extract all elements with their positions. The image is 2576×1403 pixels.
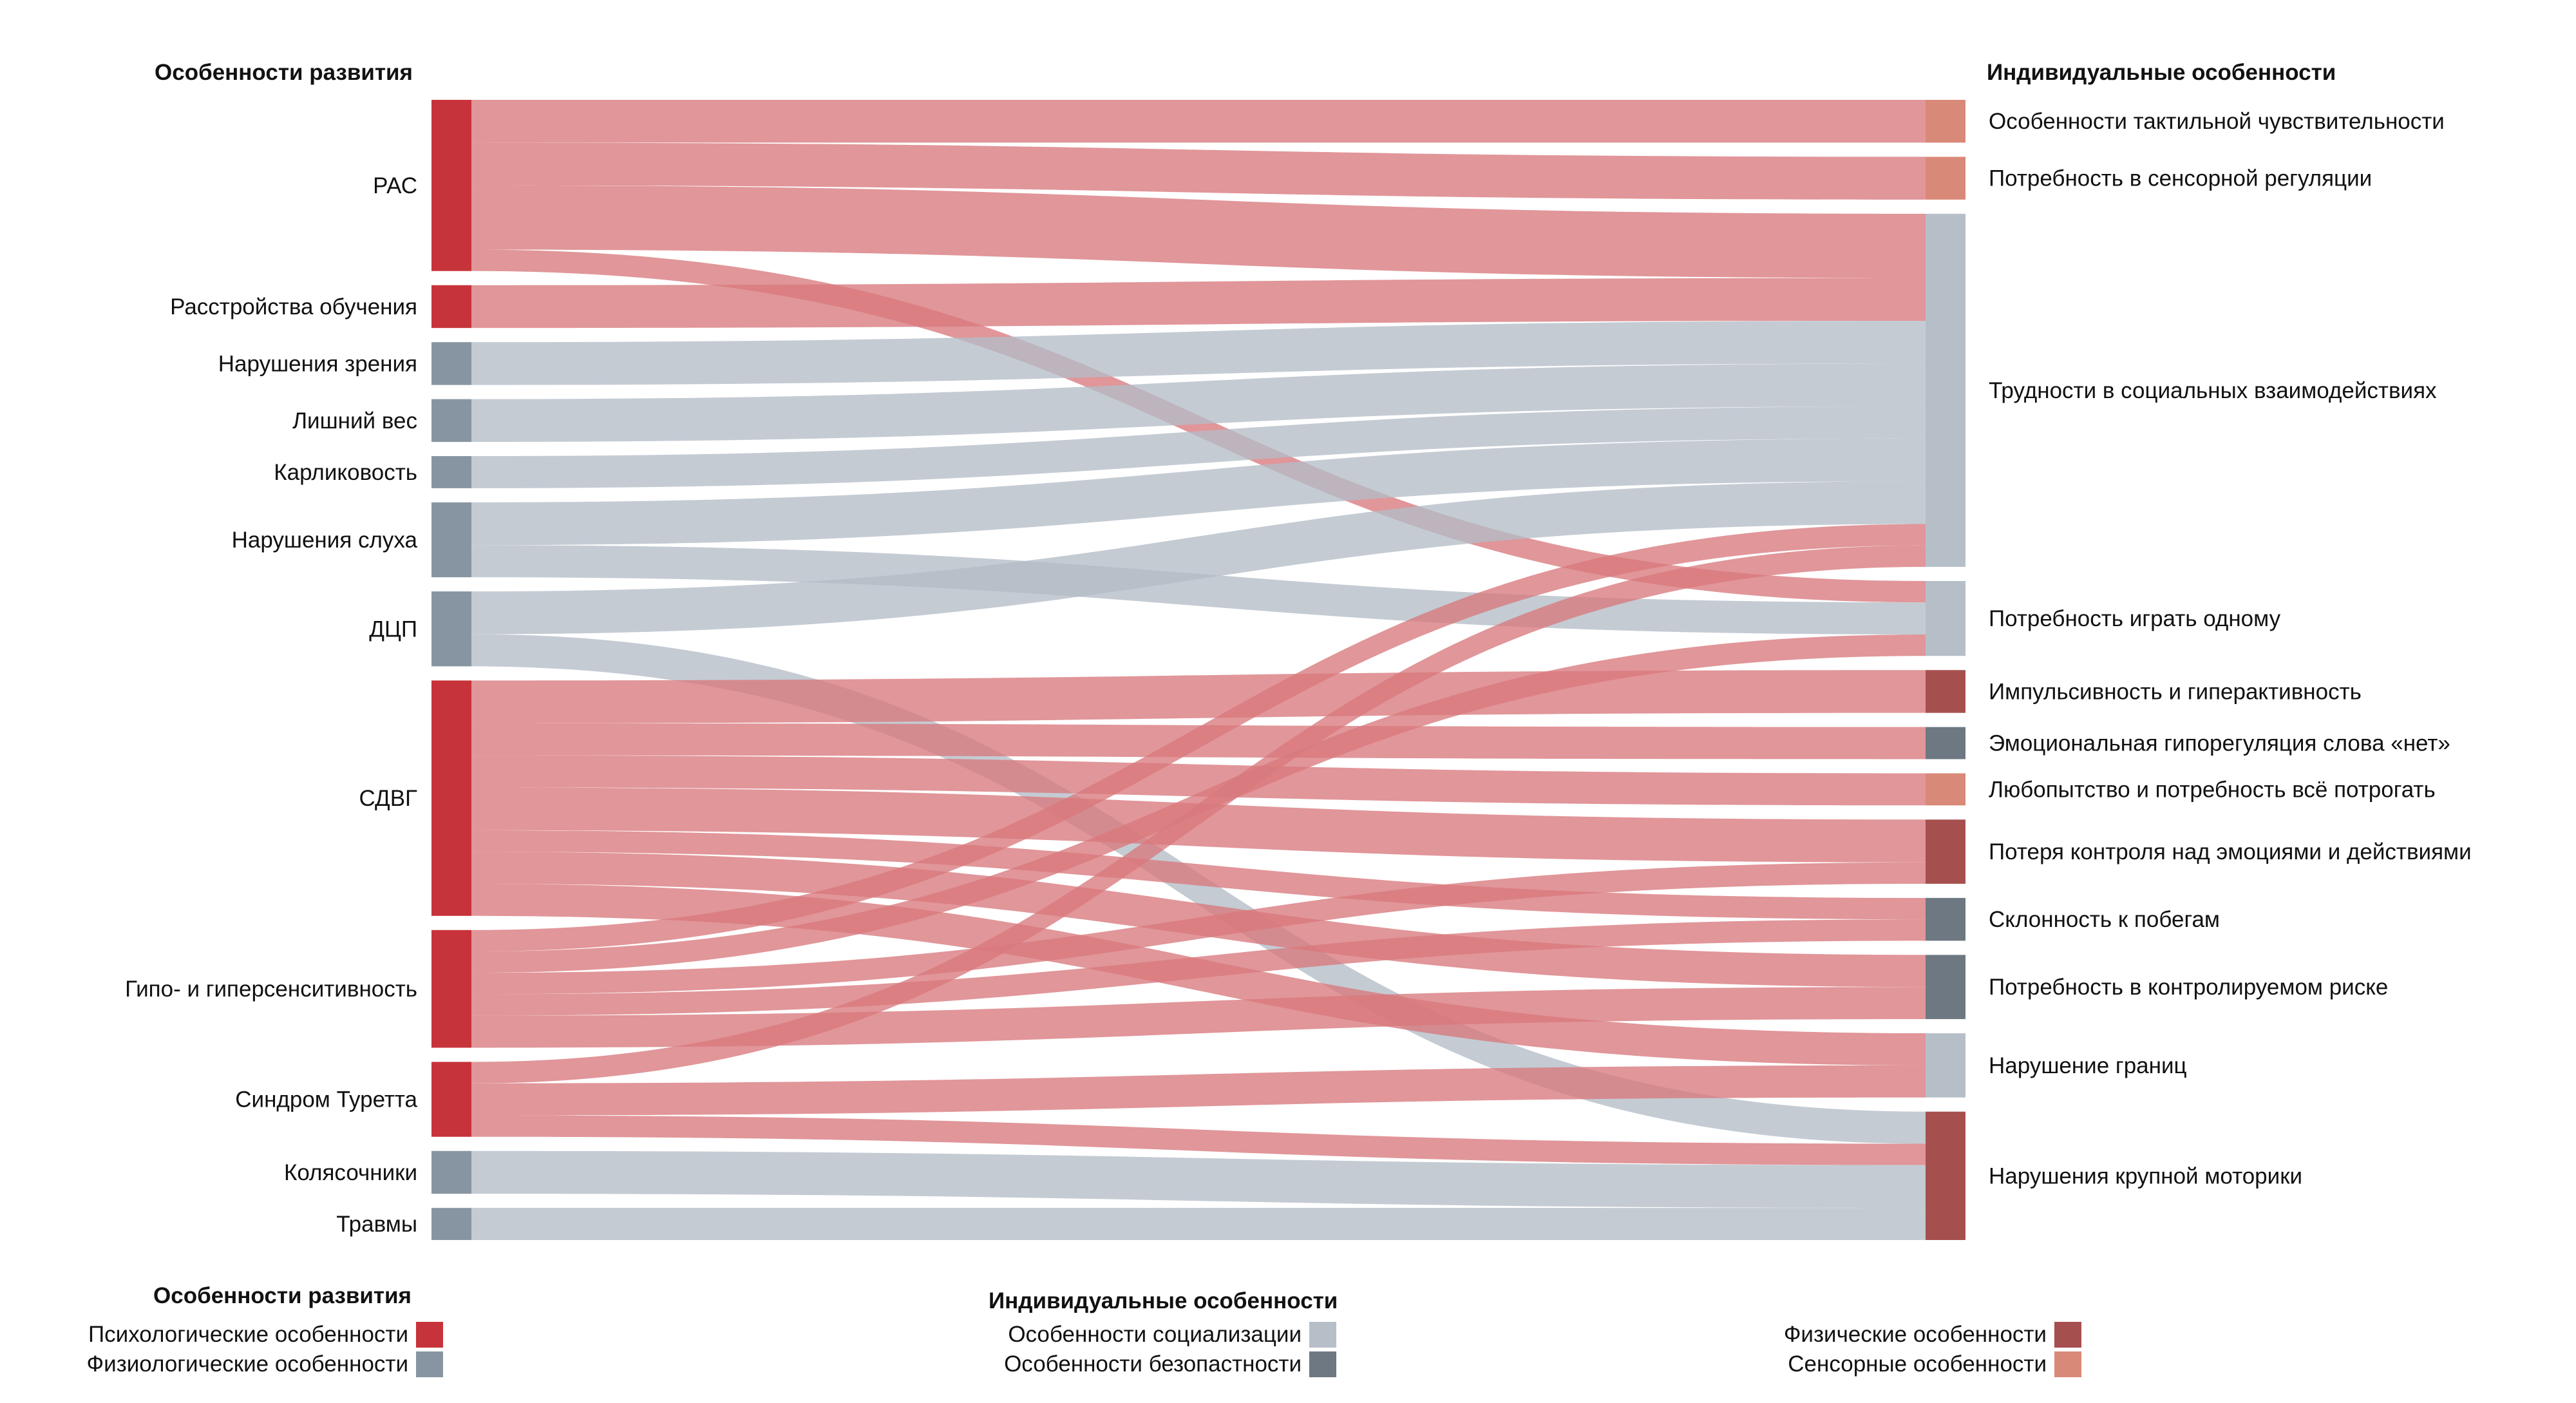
target-node-emo (1926, 727, 1965, 759)
target-label-impulse: Импульсивность и гиперактивность (1989, 679, 2362, 704)
target-node-sensreg (1926, 157, 1965, 200)
target-label-emo: Эмоциональная гипорегуляция слова «нет» (1989, 731, 2450, 756)
source-label-weight: Лишний вес (292, 408, 417, 434)
target-node-motor (1926, 1111, 1965, 1240)
link-dwarf-social (471, 406, 1926, 488)
source-node-tourette (431, 1062, 471, 1137)
source-node-sens (431, 930, 471, 1048)
target-label-escape: Склонность к побегам (1989, 907, 2220, 932)
source-label-dcp: ДЦП (369, 616, 417, 642)
legend-item-social: Особенности социализации (966, 1322, 1336, 1348)
link-weight-social (471, 363, 1926, 443)
source-label-wheel: Колясочники (284, 1160, 417, 1185)
source-node-dcp (431, 591, 471, 667)
link-tourette-bound (471, 1065, 1926, 1116)
source-label-learn: Расстройства обучения (170, 294, 417, 320)
target-label-social: Трудности в социальных взаимодействиях (1989, 378, 2437, 403)
link-ras-alone (471, 249, 1926, 603)
target-label-sensreg: Потребность в сенсорной регуляции (1989, 166, 2372, 191)
legend-item-physical: Физические особенности (1739, 1322, 2081, 1348)
target-node-impulse (1926, 670, 1965, 713)
legend-item-psych: Психологические особенности (64, 1322, 443, 1348)
source-label-trauma: Травмы (336, 1212, 417, 1237)
target-label-curious: Любопытство и потребность всё потрогать (1989, 777, 2436, 802)
target-label-risk: Потребность в контролируемом риске (1989, 975, 2388, 1000)
link-ras-tactile (471, 100, 1926, 143)
legend-development-title: Особенности развития (153, 1283, 412, 1308)
target-node-social (1926, 213, 1965, 567)
source-label-ras: РАС (373, 173, 417, 198)
link-sens-alone (471, 635, 1926, 973)
legend-label: Физиологические особенности (86, 1351, 408, 1377)
source-node-learn (431, 285, 471, 329)
link-tourette-motor (471, 1115, 1926, 1165)
source-node-vision (431, 342, 471, 385)
target-label-motor: Нарушения крупной моторики (1989, 1163, 2302, 1188)
target-label-alone: Потребность играть одному (1989, 606, 2281, 631)
target-node-control (1926, 819, 1965, 884)
link-sens-control (471, 862, 1926, 995)
source-node-wheel (431, 1150, 471, 1194)
nodes-layer (431, 100, 1965, 1240)
link-ras-social (471, 185, 1926, 278)
link-tourette-social (471, 545, 1926, 1083)
source-label-tourette: Синдром Туретта (235, 1087, 417, 1112)
labels-layer: РАС Расстройства обучения Нарушения зрения… (125, 109, 2472, 1237)
link-wheel-motor (471, 1150, 1926, 1208)
link-trauma-motor (471, 1208, 1926, 1240)
legend-swatch (2054, 1322, 2081, 1348)
source-label-dwarf: Карликовость (274, 460, 417, 485)
legend-label: Особенности социализации (1008, 1322, 1302, 1347)
target-label-control: Потеря контроля над эмоциями и действиям… (1989, 839, 2472, 864)
source-node-ras (431, 100, 471, 271)
source-label-adhd: СДВГ (359, 786, 417, 811)
legend-swatch (416, 1322, 443, 1348)
link-adhd-curious (471, 755, 1926, 806)
source-label-vision: Нарушения зрения (218, 351, 417, 376)
legend-swatch (416, 1351, 443, 1377)
link-sens-risk (471, 987, 1926, 1048)
legend-item-phys: Физиологические особенности (64, 1351, 443, 1377)
legend-item-sensory: Сенсорные особенности (1739, 1351, 2081, 1377)
target-label-bound: Нарушение границ (1989, 1053, 2187, 1078)
link-sens-social (471, 524, 1926, 951)
link-ras-sensreg (471, 142, 1926, 200)
legend-item-safety: Особенности безопастности (966, 1351, 1336, 1377)
source-node-dwarf (431, 456, 471, 488)
source-node-weight (431, 399, 471, 443)
legend-label: Особенности безопастности (1004, 1351, 1302, 1377)
target-node-bound (1926, 1033, 1965, 1098)
link-learn-social (471, 278, 1926, 329)
target-node-escape (1926, 897, 1965, 941)
source-node-hearing (431, 502, 471, 578)
link-adhd-escape (471, 830, 1926, 920)
source-node-trauma (431, 1208, 471, 1240)
links-layer (471, 100, 1926, 1240)
legend-label: Сенсорные особенности (1788, 1351, 2047, 1377)
legend-swatch (1309, 1322, 1336, 1348)
link-vision-social (471, 320, 1926, 385)
source-label-sens: Гипо- и гиперсенситивность (125, 977, 417, 1002)
legend-swatch (1309, 1351, 1336, 1377)
legend-label: Физические особенности (1783, 1322, 2047, 1347)
link-hearing-social (471, 438, 1926, 546)
source-node-adhd (431, 680, 471, 916)
left-header: Особенности развития (155, 60, 413, 85)
target-node-alone (1926, 580, 1965, 656)
link-sens-escape (471, 919, 1926, 1016)
legend-individual-title: Индивидуальные особенности (989, 1288, 1338, 1313)
source-label-hearing: Нарушения слуха (232, 528, 418, 553)
link-dcp-social (471, 481, 1926, 635)
right-header: Индивидуальные особенности (1987, 60, 2336, 85)
legend-label: Психологические особенности (88, 1322, 408, 1347)
target-node-tactile (1926, 100, 1965, 143)
legend-swatch (2054, 1351, 2081, 1377)
link-dcp-motor (471, 634, 1926, 1144)
target-label-tactile: Особенности тактильной чувствительности (1989, 109, 2445, 134)
target-node-curious (1926, 773, 1965, 806)
target-node-risk (1926, 955, 1965, 1020)
